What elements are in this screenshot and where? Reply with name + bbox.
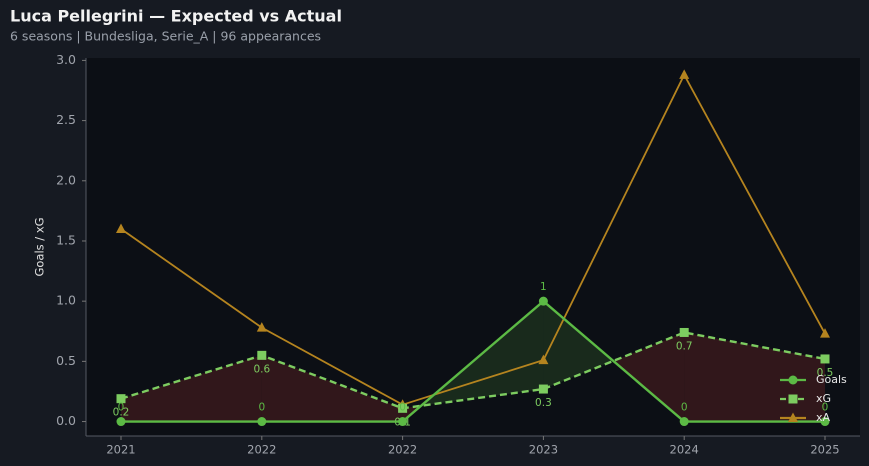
series-line [121, 299, 825, 423]
data-label: 0.6 [253, 363, 270, 375]
data-point [538, 296, 548, 306]
data-point [820, 328, 830, 338]
data-point [116, 223, 126, 233]
data-label: 0 [399, 402, 406, 414]
data-point [257, 417, 267, 427]
data-point [538, 354, 549, 365]
chart-title: Luca Pellegrini — Expected vs Actual [10, 7, 342, 26]
y-axis-label: Goals / xG [33, 217, 47, 276]
fill-under [261, 355, 403, 422]
data-label: 0.3 [535, 397, 552, 409]
x-tick-label: 2022 [247, 443, 276, 457]
y-tick-label: 2.5 [56, 112, 76, 127]
data-label: 0 [258, 402, 265, 414]
data-label: 0.2 [113, 407, 130, 419]
y-tick-label: 3.0 [56, 52, 76, 67]
data-point [679, 69, 690, 79]
data-label: 0 [118, 402, 125, 414]
data-point [679, 327, 689, 337]
data-point [820, 354, 830, 364]
x-tick-label: 2025 [810, 443, 839, 457]
legend-label: xG [816, 392, 831, 405]
data-point [116, 394, 126, 404]
data-label: 1 [540, 281, 547, 293]
fill-under [121, 355, 262, 422]
data-point [820, 417, 830, 427]
data-point [679, 417, 689, 427]
x-tick-label: 2024 [670, 443, 699, 457]
data-label: 0 [822, 402, 829, 414]
y-tick-label: 1.5 [56, 232, 76, 247]
legend-marker [788, 394, 798, 404]
series-line [120, 72, 826, 406]
data-label: 0 [681, 402, 688, 414]
legend-label: Goals [816, 373, 847, 386]
data-point [398, 403, 408, 413]
y-tick-label: 0.0 [56, 413, 76, 428]
plot-area [86, 58, 860, 436]
data-point [398, 417, 408, 427]
y-tick-label: 2.0 [56, 172, 76, 187]
series-line [120, 331, 826, 410]
x-tick-label: 2021 [106, 443, 135, 457]
data-point [538, 384, 548, 394]
data-point [256, 322, 267, 332]
y-tick-label: 0.5 [56, 353, 76, 368]
legend-label: xA [816, 411, 831, 424]
legend-marker [788, 375, 798, 385]
legend-marker [788, 412, 798, 422]
chart-subtitle: 6 seasons | Bundesliga, Serie_A | 96 app… [10, 29, 321, 44]
data-label: 0.7 [676, 340, 693, 352]
data-label: 0.5 [817, 367, 834, 379]
x-tick-label: 2023 [529, 443, 558, 457]
x-tick-label: 2022 [388, 443, 417, 457]
data-point [257, 350, 267, 360]
y-tick-label: 1.0 [56, 293, 76, 308]
data-point [116, 417, 126, 427]
